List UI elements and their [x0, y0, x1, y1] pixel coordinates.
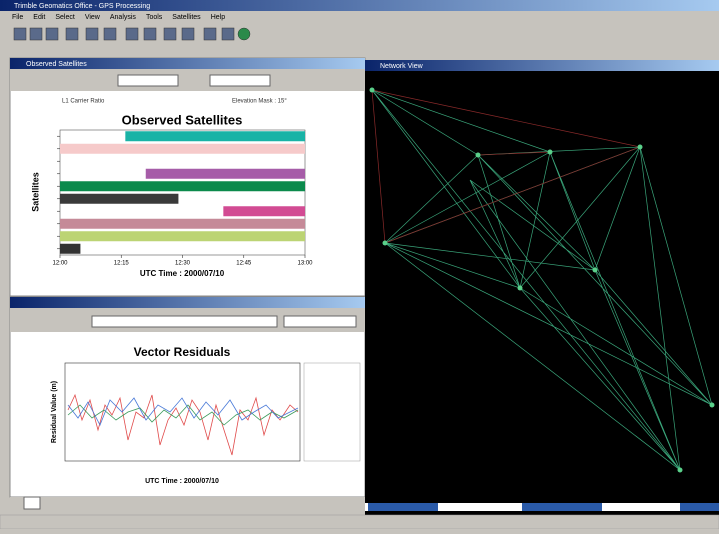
- observed-title-bar: [10, 58, 365, 69]
- satellite-bar: [125, 131, 305, 142]
- tool-button[interactable]: [181, 27, 195, 41]
- toolbar: [12, 25, 252, 43]
- y-axis-label: Residual Value (m): [51, 381, 58, 443]
- station[interactable]: [382, 240, 388, 246]
- window-title: Trimble Geomatics Office - GPS Processin…: [14, 3, 150, 10]
- station[interactable]: [475, 152, 481, 158]
- satellite-bar: [223, 206, 305, 217]
- menu-item[interactable]: Analysis: [110, 14, 137, 21]
- dropdown[interactable]: [283, 315, 357, 328]
- menu-bar: File Edit Select View Analysis Tools Satellite…: [12, 14, 225, 21]
- residual-line: [67, 393, 299, 456]
- tab-strip: [10, 497, 365, 511]
- tool-button[interactable]: [13, 27, 27, 41]
- chart-title: Observed Satellites: [122, 112, 243, 127]
- observed-chart: 12:00 12:15 12:30 12:45 13:00: [52, 129, 313, 267]
- tab[interactable]: [368, 503, 438, 511]
- satellite-bar: [60, 231, 305, 242]
- satellite-bar: [60, 143, 305, 154]
- station[interactable]: [677, 467, 683, 473]
- tool-button[interactable]: [221, 27, 235, 41]
- option-label: Elevation Mask : 15°: [232, 99, 287, 105]
- menu-item[interactable]: Select: [55, 14, 75, 21]
- tool-button[interactable]: [125, 27, 139, 41]
- network-tabs: [365, 503, 719, 511]
- y-axis-label: Satellites: [30, 172, 40, 212]
- legend-box: [303, 362, 361, 462]
- option-label: L1 Carrier Ratio: [62, 99, 105, 105]
- x-tick-label: 12:30: [175, 261, 191, 267]
- residual-line: [67, 404, 299, 426]
- satellite-bar: [145, 168, 305, 179]
- menu-item[interactable]: Edit: [33, 14, 45, 21]
- network-title-bar: [365, 60, 719, 71]
- network-window-title: Network View: [380, 63, 424, 70]
- x-axis-label: UTC Time : 2000/07/10: [140, 269, 225, 278]
- menu-item[interactable]: View: [85, 14, 101, 21]
- tool-button[interactable]: [237, 27, 251, 41]
- observed-toolbar: [10, 69, 365, 91]
- tool-button[interactable]: [85, 27, 99, 41]
- tool-button[interactable]: [163, 27, 177, 41]
- tool-button[interactable]: [203, 27, 217, 41]
- stations: [369, 87, 715, 473]
- dropdown[interactable]: [117, 74, 179, 87]
- satellite-bar: [60, 243, 81, 254]
- menu-item[interactable]: Tools: [146, 14, 163, 21]
- baseline-lines: [371, 89, 713, 471]
- station[interactable]: [709, 402, 715, 408]
- tab[interactable]: [23, 496, 41, 510]
- station[interactable]: [592, 267, 598, 273]
- dropdown[interactable]: [91, 315, 278, 328]
- residual-title-bar: [10, 297, 365, 308]
- satellite-bar: [60, 193, 179, 204]
- network-window: [365, 60, 719, 515]
- station[interactable]: [517, 285, 523, 291]
- menu-item[interactable]: Satellites: [172, 14, 201, 21]
- tool-button[interactable]: [65, 27, 79, 41]
- baseline-lines-red: [371, 89, 641, 244]
- chart-title: Vector Residuals: [134, 345, 231, 359]
- tool-button[interactable]: [45, 27, 59, 41]
- status-bar: [0, 514, 719, 530]
- title-bar: [0, 0, 719, 11]
- plot-area: [64, 362, 301, 462]
- x-tick-label: 13:00: [297, 261, 313, 267]
- station[interactable]: [637, 144, 643, 150]
- x-tick-label: 12:45: [236, 261, 252, 267]
- tool-button[interactable]: [29, 27, 43, 41]
- station[interactable]: [369, 87, 375, 93]
- tool-button[interactable]: [143, 27, 157, 41]
- x-axis-label: UTC Time : 2000/07/10: [145, 478, 219, 485]
- station[interactable]: [547, 149, 553, 155]
- menu-item[interactable]: File: [12, 14, 23, 21]
- observed-window-title: Observed Satellites: [26, 61, 87, 68]
- x-tick-label: 12:00: [52, 261, 68, 267]
- satellite-bar: [60, 181, 305, 192]
- x-tick-label: 12:15: [114, 261, 130, 267]
- tab[interactable]: [680, 503, 719, 511]
- dropdown[interactable]: [209, 74, 271, 87]
- residual-line: [67, 397, 299, 426]
- satellite-bar: [60, 218, 305, 229]
- menu-item[interactable]: Help: [211, 14, 226, 21]
- tab[interactable]: [522, 503, 602, 511]
- tool-button[interactable]: [103, 27, 117, 41]
- residual-plot: [64, 362, 361, 462]
